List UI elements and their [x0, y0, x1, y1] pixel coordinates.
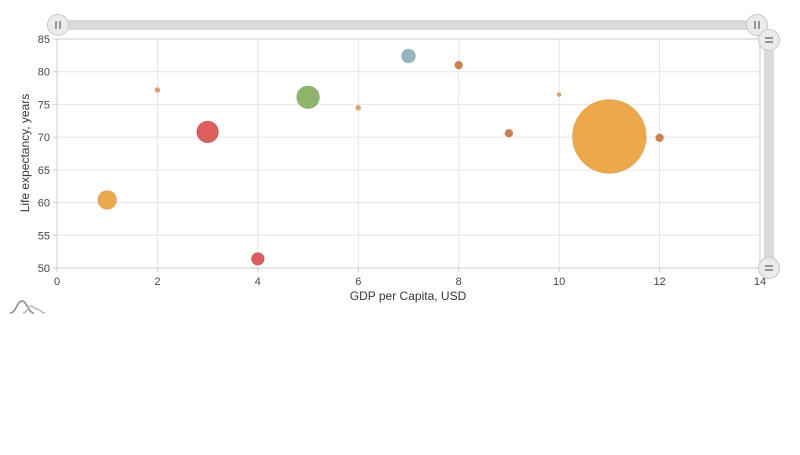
grip-bar-icon [765, 269, 773, 271]
data-bubble[interactable] [556, 92, 562, 98]
data-bubble[interactable] [355, 104, 362, 111]
x-axis-tick-label: 14 [754, 276, 766, 288]
chart-watermark-logo [9, 300, 46, 314]
grip-bar-icon [55, 21, 57, 29]
data-bubble[interactable] [97, 189, 118, 210]
data-bubble[interactable] [655, 133, 665, 143]
y-axis-tick-label: 85 [38, 34, 50, 46]
data-bubble[interactable] [296, 85, 321, 110]
x-axis-tick-label: 8 [456, 276, 462, 288]
x-axis-tick-label: 10 [553, 276, 565, 288]
y-range-top-handle-icon[interactable] [758, 29, 780, 51]
y-axis-tick-label: 55 [38, 230, 50, 242]
data-bubble[interactable] [154, 87, 161, 94]
x-axis-title: GDP per Capita, USD [349, 289, 467, 303]
x-axis-tick-label: 0 [54, 276, 60, 288]
x-axis-tick-label: 4 [255, 276, 261, 288]
x-axis-tick-label: 6 [355, 276, 361, 288]
grip-bar-icon [765, 37, 773, 39]
grip-bar-icon [59, 21, 61, 29]
grip-bar-icon [765, 265, 773, 267]
data-bubble[interactable] [454, 60, 464, 70]
data-bubble[interactable] [401, 48, 416, 64]
plot-border [56, 38, 761, 269]
y-axis-tick-label: 50 [38, 263, 50, 275]
y-axis-tick-label: 75 [38, 99, 50, 111]
y-range-bottom-handle-icon[interactable] [758, 257, 780, 279]
grip-bar-icon [754, 21, 756, 29]
data-bubble[interactable] [504, 128, 514, 138]
y-range-scrollbar-track[interactable] [764, 30, 774, 273]
grip-bar-icon [758, 21, 760, 29]
y-axis-tick-label: 80 [38, 67, 50, 79]
x-range-left-handle-icon[interactable] [47, 14, 69, 36]
grip-bar-icon [765, 41, 773, 43]
y-axis-tick-label: 60 [38, 198, 50, 210]
x-axis-tick-label: 12 [653, 276, 665, 288]
data-bubble[interactable] [571, 98, 647, 174]
data-bubble[interactable] [250, 251, 265, 266]
y-axis-title: Life expectancy, years [18, 93, 32, 213]
y-axis-tick-label: 70 [38, 132, 50, 144]
x-axis-tick-label: 2 [154, 276, 160, 288]
y-axis-tick-label: 65 [38, 165, 50, 177]
data-bubble[interactable] [196, 120, 220, 144]
x-range-scrollbar-track[interactable] [52, 20, 765, 30]
